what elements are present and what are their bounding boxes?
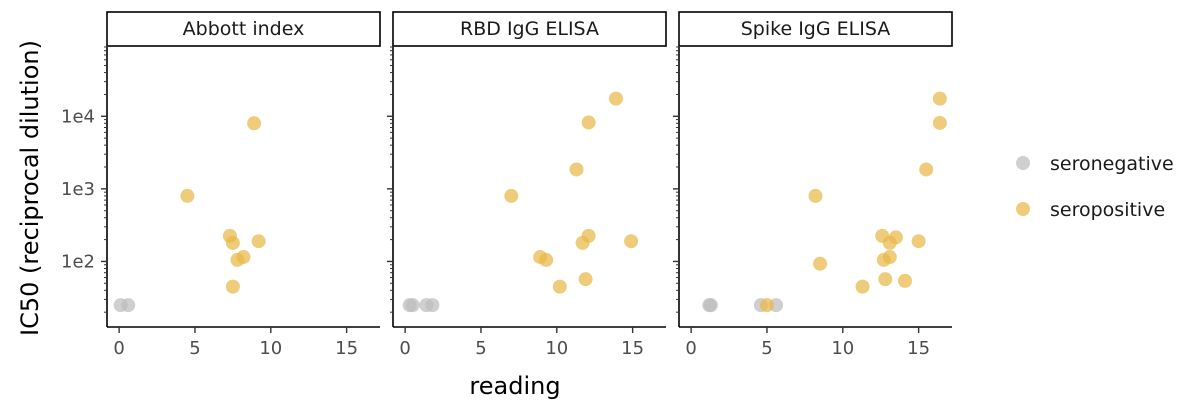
data-point-seropositive bbox=[504, 188, 519, 203]
data-point-seropositive bbox=[919, 162, 934, 177]
facet-title: Abbott index bbox=[183, 18, 305, 40]
data-point-seropositive bbox=[225, 235, 240, 250]
data-point-seropositive bbox=[878, 272, 893, 287]
legend-label: seronegative bbox=[1050, 153, 1174, 175]
data-point-seronegative bbox=[405, 298, 420, 313]
data-point-seropositive bbox=[180, 188, 195, 203]
data-point-seropositive bbox=[759, 298, 774, 313]
data-point-seropositive bbox=[932, 91, 947, 106]
x-tick-label: 0 bbox=[685, 338, 696, 359]
data-point-seropositive bbox=[876, 252, 891, 267]
legend-key bbox=[1016, 156, 1030, 170]
data-point-seropositive bbox=[575, 235, 590, 250]
x-tick-label: 10 bbox=[545, 338, 568, 359]
data-point-seropositive bbox=[539, 252, 554, 267]
data-point-seropositive bbox=[808, 188, 823, 203]
facet-panel: Abbott index 1e2 1e3 1e4 0 5 10 15 bbox=[61, 11, 381, 359]
facet-strip bbox=[678, 11, 953, 47]
x-axis-title: reading bbox=[469, 372, 560, 400]
x-tick-label: 0 bbox=[113, 338, 124, 359]
x-tick-label: 15 bbox=[335, 338, 358, 359]
facet-panel: RBD IgG ELISA 0 5 10 15 bbox=[387, 11, 667, 359]
data-point-seropositive bbox=[932, 115, 947, 130]
data-point-seropositive bbox=[608, 91, 623, 106]
legend: seronegative seropositive bbox=[1016, 153, 1174, 221]
y-tick-label: 1e4 bbox=[61, 106, 95, 127]
legend-key bbox=[1016, 202, 1030, 216]
data-point-seropositive bbox=[247, 116, 262, 131]
y-tick-label: 1e3 bbox=[61, 179, 95, 200]
legend-label: seropositive bbox=[1050, 199, 1165, 221]
x-tick-label: 5 bbox=[761, 338, 772, 359]
data-point-seropositive bbox=[897, 273, 912, 288]
data-point-seropositive bbox=[251, 234, 266, 249]
x-tick-label: 5 bbox=[475, 338, 486, 359]
y-tick-label: 1e2 bbox=[61, 251, 95, 272]
facet-strip bbox=[392, 11, 667, 47]
x-tick-label: 5 bbox=[189, 338, 200, 359]
data-point-seropositive bbox=[230, 252, 245, 267]
facet-strip bbox=[106, 11, 381, 47]
data-point-seropositive bbox=[882, 235, 897, 250]
y-axis-title: IC50 (reciprocal dilution) bbox=[16, 40, 44, 336]
x-tick-label: 10 bbox=[259, 338, 282, 359]
data-point-seropositive bbox=[578, 272, 593, 287]
data-point-seropositive bbox=[855, 279, 870, 294]
data-point-seropositive bbox=[624, 234, 639, 249]
x-tick-label: 10 bbox=[831, 338, 854, 359]
data-point-seropositive bbox=[813, 256, 828, 271]
data-point-seronegative bbox=[703, 298, 718, 313]
facet-title: Spike IgG ELISA bbox=[741, 18, 891, 40]
facet-title: RBD IgG ELISA bbox=[460, 18, 599, 40]
data-point-seronegative bbox=[425, 298, 440, 313]
facet-panel: Spike IgG ELISA 0 5 10 15 bbox=[673, 11, 953, 359]
x-tick-label: 15 bbox=[907, 338, 930, 359]
data-point-seropositive bbox=[552, 279, 567, 294]
data-point-seropositive bbox=[581, 115, 596, 130]
data-point-seropositive bbox=[225, 279, 240, 294]
data-point-seronegative bbox=[121, 298, 136, 313]
x-tick-label: 15 bbox=[621, 338, 644, 359]
data-point-seropositive bbox=[911, 234, 926, 249]
x-tick-label: 0 bbox=[399, 338, 410, 359]
data-point-seropositive bbox=[569, 162, 584, 177]
